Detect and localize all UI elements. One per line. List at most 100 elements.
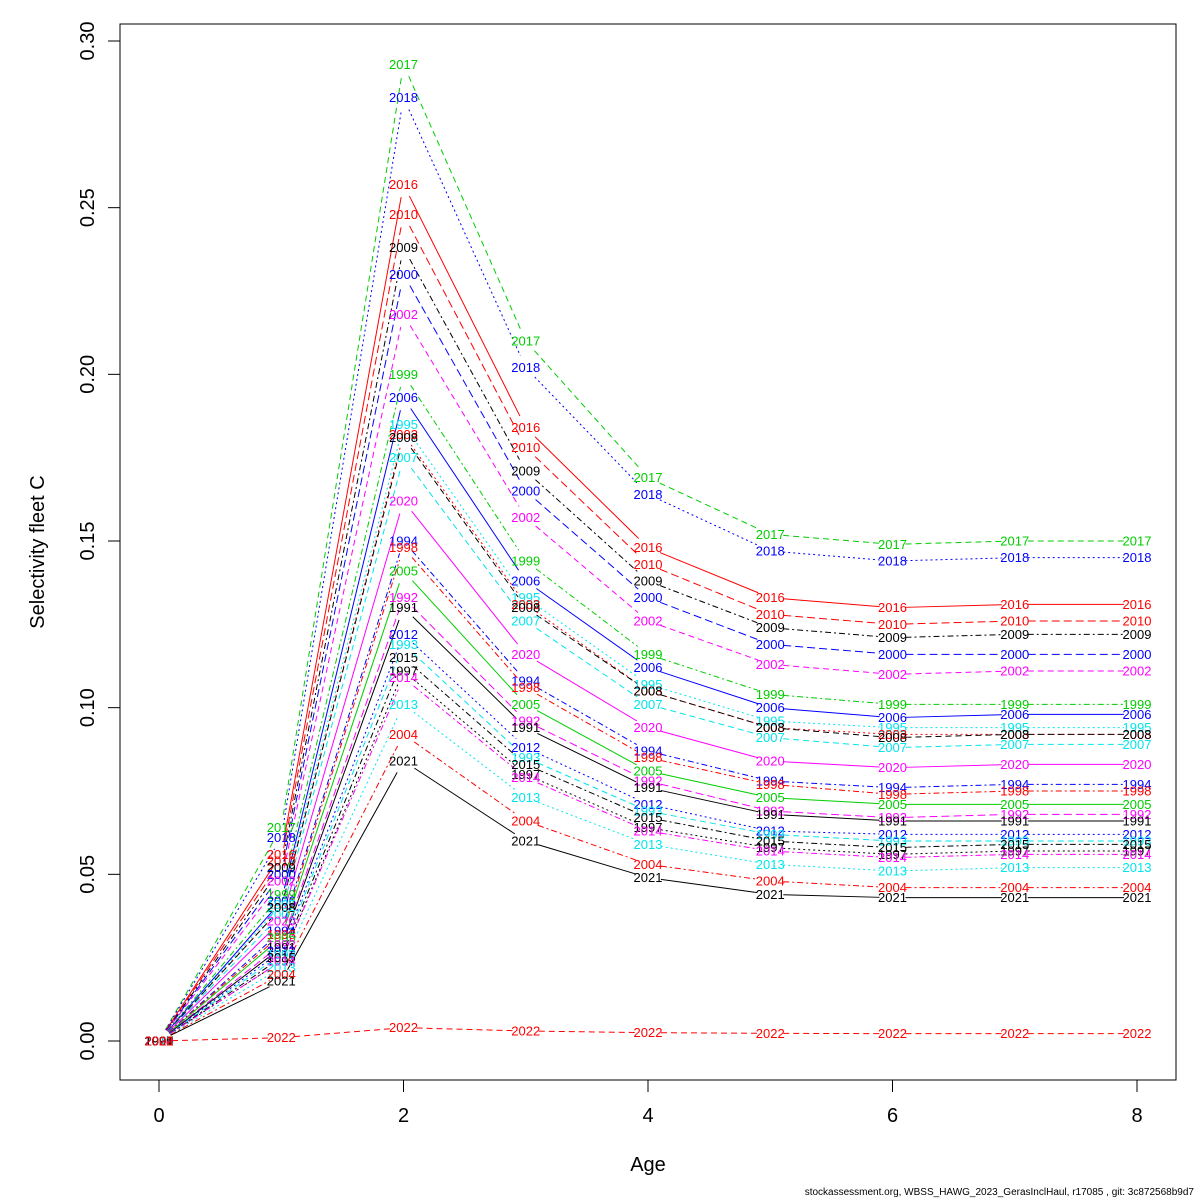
data-point-label: 2012 — [1123, 827, 1152, 842]
data-point-label: 1991 — [878, 814, 907, 829]
data-point-label: 2003 — [1123, 727, 1152, 742]
series-line-segment — [534, 436, 640, 539]
series-line-segment — [283, 197, 402, 842]
data-point-label: 2007 — [878, 740, 907, 755]
data-point-label: 2003 — [878, 727, 907, 742]
series-line-segment — [660, 687, 758, 718]
data-point-label: 1991 — [634, 780, 663, 795]
data-point-label: 2008 — [389, 430, 418, 445]
data-point-label: 2003 — [1000, 727, 1029, 742]
data-point-label: 2007 — [1000, 737, 1029, 752]
data-point-label: 1994 — [389, 534, 418, 549]
data-point-label: 2015 — [511, 757, 540, 772]
data-point-label: 2000 — [389, 267, 418, 282]
data-point-label: 1998 — [267, 927, 296, 942]
series-line-segment — [535, 499, 639, 590]
data-point-label: 1995 — [1000, 720, 1029, 735]
data-point-label: 1999 — [756, 687, 785, 702]
series-line-segment — [410, 384, 520, 551]
series-line-segment — [537, 824, 636, 861]
data-point-label: 2018 — [511, 360, 540, 375]
series-line-segment — [284, 583, 400, 926]
series-line-segment — [169, 964, 271, 1035]
data-point-label: 1993 — [267, 947, 296, 962]
data-point-label: 1991 — [1123, 814, 1152, 829]
data-point-label: 2006 — [145, 1034, 174, 1049]
data-point-label: 2003 — [267, 900, 296, 915]
series-line-segment — [168, 945, 272, 1033]
data-point-label: 2022 — [756, 1026, 785, 1041]
series-line-segment — [285, 646, 400, 940]
data-point-label: 2010 — [511, 440, 540, 455]
data-point-label: 2009 — [389, 240, 418, 255]
data-point-label: 1997 — [1123, 844, 1152, 859]
data-point-label: 2007 — [756, 730, 785, 745]
y-axis: 0.00 0.05 0.10 0.15 0.20 0.25 0.30 — [77, 22, 121, 1060]
data-point-label: 2017 — [634, 470, 663, 485]
data-point-label: 2021 — [1000, 890, 1029, 905]
series-line-segment — [783, 721, 880, 728]
data-point-label: 2015 — [145, 1034, 174, 1049]
data-point-label: 2014 — [145, 1034, 174, 1049]
data-point-label: 2014 — [389, 670, 418, 685]
series-line-segment — [660, 783, 758, 809]
data-point-label: 1999 — [267, 887, 296, 902]
series-line-segment — [905, 790, 1002, 795]
series-line-segment — [412, 642, 517, 740]
data-point-label: 2008 — [878, 730, 907, 745]
series-line-segment — [167, 923, 273, 1032]
data-point-label: 2000 — [1000, 647, 1029, 662]
data-point-label: 2021 — [756, 887, 785, 902]
data-point-label: 2008 — [511, 600, 540, 615]
data-point-label: 2008 — [267, 900, 296, 915]
data-point-label: 2015 — [389, 650, 418, 665]
series-line-segment — [905, 764, 1002, 768]
data-point-label: 1991 — [267, 940, 296, 955]
series-line-segment — [783, 551, 880, 561]
data-point-label: 2020 — [511, 647, 540, 662]
data-point-label: 1992 — [756, 804, 785, 819]
series-line-segment — [905, 850, 1002, 855]
series-line-segment — [783, 814, 880, 821]
data-point-label: 2013 — [511, 790, 540, 805]
series-line-segment — [536, 693, 637, 752]
data-point-label: 2004 — [756, 874, 785, 889]
data-point-label: 2002 — [1000, 664, 1029, 679]
data-point-label: 1997 — [145, 1034, 174, 1049]
series-line-segment — [659, 568, 759, 610]
data-point-label: 2020 — [634, 720, 663, 735]
series-line-segment — [408, 109, 521, 357]
series-line-segment — [783, 628, 880, 638]
data-point-label: 2021 — [145, 1034, 174, 1049]
series-line-segment — [285, 609, 400, 933]
series-line-segment — [538, 844, 636, 875]
series-line-segment — [537, 752, 637, 800]
data-point-label: 2005 — [267, 930, 296, 945]
data-point-label: 2010 — [634, 557, 663, 572]
data-point-label: 1992 — [1123, 807, 1152, 822]
series-line-segment — [169, 961, 271, 1034]
series-line-segment — [783, 811, 880, 818]
footer-credit: stockassessment.org, WBSS_HAWG_2023_Gera… — [805, 1187, 1195, 1198]
data-point-label: 2007 — [634, 697, 663, 712]
data-point-label: 2010 — [145, 1034, 174, 1049]
data-point-label: 2003 — [511, 597, 540, 612]
data-point-label: 2010 — [878, 617, 907, 632]
series-line-segment — [283, 436, 401, 892]
series-line-segment — [783, 534, 880, 544]
data-point-label: 1999 — [634, 647, 663, 662]
series-line-segment — [409, 285, 520, 480]
data-point-label: 2016 — [756, 590, 785, 605]
data-point-label: 1993 — [389, 637, 418, 652]
data-point-label: 2020 — [389, 494, 418, 509]
series-line-segment — [284, 513, 401, 909]
series-line-segment — [170, 980, 271, 1036]
data-point-label: 1995 — [511, 590, 540, 605]
series-line-segment — [660, 789, 758, 813]
data-point-label: 2013 — [389, 697, 418, 712]
series-line-segment — [536, 660, 638, 722]
data-point-label: 2010 — [756, 607, 785, 622]
series-line-segment — [410, 444, 519, 595]
series-line-segment — [659, 482, 759, 530]
